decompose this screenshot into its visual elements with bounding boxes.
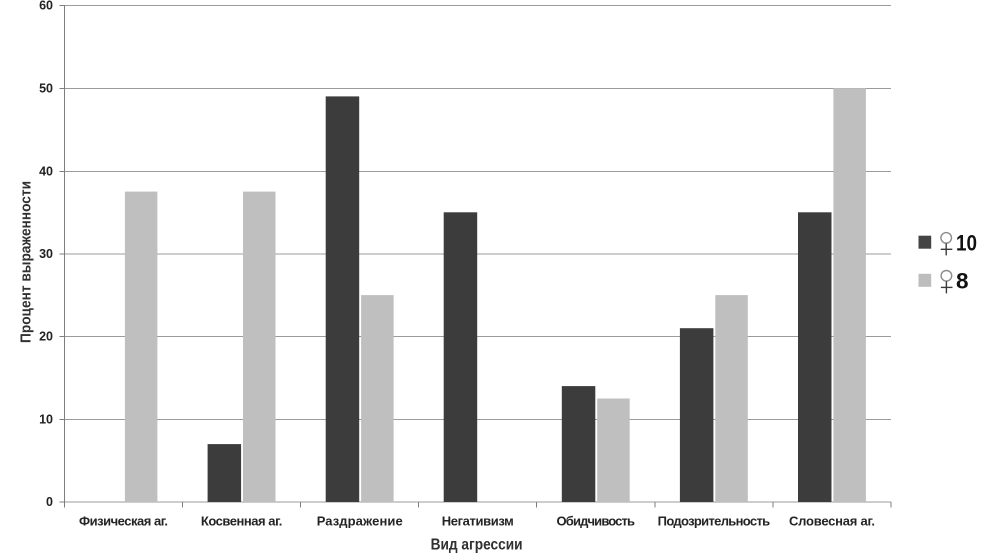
svg-text:50: 50 (39, 82, 53, 96)
svg-text:Раздражение: Раздражение (317, 514, 403, 529)
svg-text:Физическая аг.: Физическая аг. (79, 514, 168, 529)
svg-text:10: 10 (39, 413, 53, 427)
svg-text:20: 20 (39, 330, 53, 344)
svg-text:60: 60 (39, 0, 53, 13)
svg-text:Косвенная аг.: Косвенная аг. (201, 514, 283, 529)
svg-text:10: 10 (956, 230, 977, 255)
svg-text:8: 8 (956, 269, 969, 294)
svg-text:Обидчивость: Обидчивость (557, 514, 636, 529)
svg-text:Подозрительность: Подозрительность (658, 514, 771, 529)
svg-text:30: 30 (39, 247, 53, 261)
svg-text:Вид агрессии: Вид агрессии (431, 537, 523, 554)
svg-text:Словесная аг.: Словесная аг. (789, 514, 875, 529)
svg-text:0: 0 (46, 495, 53, 509)
svg-text:40: 40 (39, 165, 53, 179)
svg-text:Процент выраженности: Процент выраженности (19, 181, 35, 343)
svg-text:Негативизм: Негативизм (442, 514, 514, 529)
